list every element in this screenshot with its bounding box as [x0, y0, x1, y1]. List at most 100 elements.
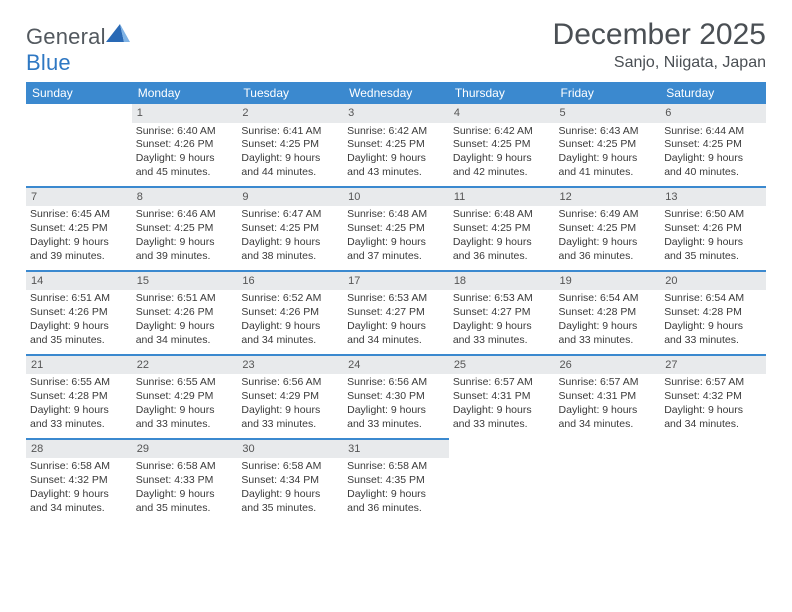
day-line-d1: Daylight: 9 hours: [241, 488, 339, 502]
calendar-table: SundayMondayTuesdayWednesdayThursdayFrid…: [26, 82, 766, 522]
day-cell: 30Sunrise: 6:58 AMSunset: 4:34 PMDayligh…: [237, 438, 343, 522]
day-line-ss: Sunset: 4:25 PM: [453, 138, 551, 152]
day-line-d1: Daylight: 9 hours: [136, 404, 234, 418]
week-row: 14Sunrise: 6:51 AMSunset: 4:26 PMDayligh…: [26, 270, 766, 354]
day-line-d2: and 35 minutes.: [664, 250, 762, 264]
day-line-d1: Daylight: 9 hours: [664, 236, 762, 250]
day-line-d2: and 33 minutes.: [241, 418, 339, 432]
day-cell: 12Sunrise: 6:49 AMSunset: 4:25 PMDayligh…: [555, 186, 661, 270]
day-line-d2: and 33 minutes.: [664, 334, 762, 348]
day-line-ss: Sunset: 4:30 PM: [347, 390, 445, 404]
day-line-sr: Sunrise: 6:45 AM: [30, 208, 128, 222]
day-line-d2: and 35 minutes.: [136, 502, 234, 516]
day-line-ss: Sunset: 4:29 PM: [136, 390, 234, 404]
day-line-ss: Sunset: 4:33 PM: [136, 474, 234, 488]
day-line-d1: Daylight: 9 hours: [453, 152, 551, 166]
day-number: 13: [660, 186, 766, 207]
day-cell: 31Sunrise: 6:58 AMSunset: 4:35 PMDayligh…: [343, 438, 449, 522]
day-line-ss: Sunset: 4:29 PM: [241, 390, 339, 404]
day-line-d2: and 33 minutes.: [559, 334, 657, 348]
weekday-header: Tuesday: [237, 82, 343, 104]
day-line-sr: Sunrise: 6:58 AM: [136, 460, 234, 474]
day-line-d1: Daylight: 9 hours: [30, 488, 128, 502]
day-line-d1: Daylight: 9 hours: [559, 320, 657, 334]
day-line-d1: Daylight: 9 hours: [30, 236, 128, 250]
day-line-sr: Sunrise: 6:40 AM: [136, 125, 234, 139]
day-line-d1: Daylight: 9 hours: [241, 320, 339, 334]
day-number: 6: [660, 104, 766, 123]
day-cell: 13Sunrise: 6:50 AMSunset: 4:26 PMDayligh…: [660, 186, 766, 270]
day-line-sr: Sunrise: 6:55 AM: [30, 376, 128, 390]
week-row: 28Sunrise: 6:58 AMSunset: 4:32 PMDayligh…: [26, 438, 766, 522]
day-line-ss: Sunset: 4:32 PM: [664, 390, 762, 404]
day-number: 19: [555, 270, 661, 291]
weekday-header: Saturday: [660, 82, 766, 104]
day-number: 27: [660, 354, 766, 375]
day-line-d1: Daylight: 9 hours: [347, 152, 445, 166]
weekday-header: Wednesday: [343, 82, 449, 104]
day-cell: 10Sunrise: 6:48 AMSunset: 4:25 PMDayligh…: [343, 186, 449, 270]
brand-text: GeneralBlue: [26, 24, 130, 76]
day-line-sr: Sunrise: 6:54 AM: [559, 292, 657, 306]
day-number: 31: [343, 438, 449, 459]
day-line-d1: Daylight: 9 hours: [136, 236, 234, 250]
day-line-d1: Daylight: 9 hours: [347, 488, 445, 502]
day-line-d1: Daylight: 9 hours: [347, 236, 445, 250]
day-cell: 14Sunrise: 6:51 AMSunset: 4:26 PMDayligh…: [26, 270, 132, 354]
week-row: 7Sunrise: 6:45 AMSunset: 4:25 PMDaylight…: [26, 186, 766, 270]
day-cell: 4Sunrise: 6:42 AMSunset: 4:25 PMDaylight…: [449, 104, 555, 186]
day-cell: 8Sunrise: 6:46 AMSunset: 4:25 PMDaylight…: [132, 186, 238, 270]
day-line-sr: Sunrise: 6:54 AM: [664, 292, 762, 306]
day-line-d2: and 36 minutes.: [347, 502, 445, 516]
day-number: 22: [132, 354, 238, 375]
day-number: 20: [660, 270, 766, 291]
day-line-d2: and 33 minutes.: [347, 418, 445, 432]
day-line-d1: Daylight: 9 hours: [30, 404, 128, 418]
day-line-sr: Sunrise: 6:50 AM: [664, 208, 762, 222]
day-line-sr: Sunrise: 6:56 AM: [241, 376, 339, 390]
page-title: December 2025: [553, 18, 766, 52]
day-line-d2: and 38 minutes.: [241, 250, 339, 264]
day-cell: 20Sunrise: 6:54 AMSunset: 4:28 PMDayligh…: [660, 270, 766, 354]
day-number: 9: [237, 186, 343, 207]
day-line-d2: and 36 minutes.: [559, 250, 657, 264]
day-line-ss: Sunset: 4:26 PM: [241, 306, 339, 320]
day-number: 25: [449, 354, 555, 375]
day-cell: 5Sunrise: 6:43 AMSunset: 4:25 PMDaylight…: [555, 104, 661, 186]
day-line-sr: Sunrise: 6:58 AM: [30, 460, 128, 474]
day-line-d1: Daylight: 9 hours: [241, 236, 339, 250]
day-line-ss: Sunset: 4:25 PM: [136, 222, 234, 236]
day-line-sr: Sunrise: 6:41 AM: [241, 125, 339, 139]
day-line-sr: Sunrise: 6:44 AM: [664, 125, 762, 139]
day-line-sr: Sunrise: 6:57 AM: [664, 376, 762, 390]
day-line-d2: and 35 minutes.: [30, 334, 128, 348]
day-line-d2: and 42 minutes.: [453, 166, 551, 180]
day-line-d1: Daylight: 9 hours: [241, 404, 339, 418]
day-line-d2: and 34 minutes.: [664, 418, 762, 432]
day-line-sr: Sunrise: 6:43 AM: [559, 125, 657, 139]
day-line-d1: Daylight: 9 hours: [453, 404, 551, 418]
day-line-ss: Sunset: 4:28 PM: [664, 306, 762, 320]
day-line-d1: Daylight: 9 hours: [559, 404, 657, 418]
day-number: 17: [343, 270, 449, 291]
day-line-ss: Sunset: 4:25 PM: [559, 222, 657, 236]
day-line-sr: Sunrise: 6:46 AM: [136, 208, 234, 222]
day-line-ss: Sunset: 4:34 PM: [241, 474, 339, 488]
brand-text-1: General: [26, 24, 106, 49]
day-line-d1: Daylight: 9 hours: [136, 488, 234, 502]
day-cell: 22Sunrise: 6:55 AMSunset: 4:29 PMDayligh…: [132, 354, 238, 438]
weekday-header: Thursday: [449, 82, 555, 104]
day-line-d2: and 37 minutes.: [347, 250, 445, 264]
day-number: 1: [132, 104, 238, 123]
day-line-d1: Daylight: 9 hours: [453, 320, 551, 334]
day-cell: [660, 438, 766, 522]
day-cell: [449, 438, 555, 522]
weekday-header: Sunday: [26, 82, 132, 104]
day-line-ss: Sunset: 4:28 PM: [559, 306, 657, 320]
day-line-ss: Sunset: 4:25 PM: [453, 222, 551, 236]
day-number: 26: [555, 354, 661, 375]
day-line-d1: Daylight: 9 hours: [241, 152, 339, 166]
day-cell: 2Sunrise: 6:41 AMSunset: 4:25 PMDaylight…: [237, 104, 343, 186]
day-line-d1: Daylight: 9 hours: [559, 236, 657, 250]
day-number: 7: [26, 186, 132, 207]
